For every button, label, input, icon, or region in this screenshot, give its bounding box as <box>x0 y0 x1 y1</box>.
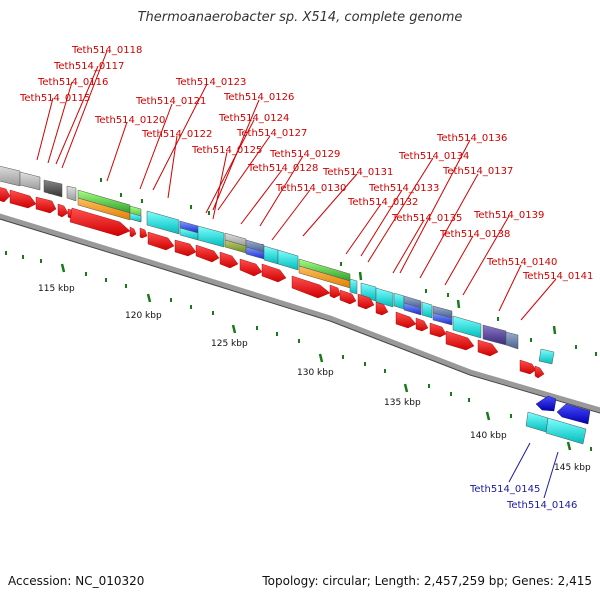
feature-box <box>349 278 358 295</box>
gene-label[interactable]: Teth514_0125 <box>191 145 262 156</box>
gene-label[interactable]: Teth514_0116 <box>37 77 108 88</box>
cds-arrow <box>239 258 263 277</box>
gene-label[interactable]: Teth514_0121 <box>135 96 206 107</box>
cds-arrow <box>519 359 537 375</box>
gene-label[interactable]: Teth514_0126 <box>223 92 294 103</box>
gene-label[interactable]: Teth514_0131 <box>322 167 393 178</box>
gene-label[interactable]: Teth514_0123 <box>175 77 246 88</box>
kbp-label: 145 kbp <box>554 463 591 473</box>
feature-box <box>277 249 299 271</box>
gene-label[interactable]: Teth514_0120 <box>94 115 165 126</box>
feature-box <box>545 417 587 445</box>
cds-arrow <box>534 365 545 379</box>
gene-label[interactable]: Teth514_0128 <box>247 163 318 174</box>
cds-arrow <box>0 187 11 203</box>
feature-box <box>77 197 131 221</box>
cds-arrow <box>174 239 197 257</box>
label-leaders <box>36 50 557 321</box>
feature-box <box>505 331 519 350</box>
genome-backbone <box>0 213 600 413</box>
gene-label[interactable]: Teth514_0124 <box>218 113 289 124</box>
kbp-label: 115 kbp <box>38 284 75 294</box>
cds-arrow <box>147 231 175 251</box>
feature-box <box>403 302 422 316</box>
feature-box <box>393 292 405 310</box>
feature-box <box>129 212 142 223</box>
feature-track-outer <box>0 165 555 365</box>
feature-box <box>19 171 41 191</box>
cds-arrow <box>219 251 239 269</box>
cds-arrow <box>69 207 131 237</box>
cds-arrow <box>429 322 447 338</box>
cds-arrow <box>375 301 389 316</box>
feature-box <box>432 312 453 326</box>
gene-label[interactable]: Teth514_0140 <box>486 257 557 268</box>
cds-arrow-reverse <box>556 403 591 425</box>
feature-track-inner <box>525 411 587 445</box>
cds-arrow <box>477 339 499 357</box>
gene-label[interactable]: Teth514_0137 <box>442 166 513 177</box>
gene-label[interactable]: Teth514_0115 <box>19 93 90 104</box>
feature-box <box>482 324 507 346</box>
cds-arrow-reverse <box>535 395 557 412</box>
cds-arrow <box>261 263 287 283</box>
gene-label[interactable]: Teth514_0130 <box>275 183 346 194</box>
gene-label[interactable]: Teth514_0129 <box>269 149 340 160</box>
feature-box <box>0 165 21 187</box>
accession-text: Accession: NC_010320 <box>8 574 145 588</box>
gene-label[interactable]: Teth514_0145 <box>469 484 540 495</box>
feature-box <box>375 287 394 308</box>
kbp-label: 120 kbp <box>125 311 162 321</box>
feature-box <box>263 245 279 265</box>
cds-arrow <box>291 275 331 299</box>
gene-label[interactable]: Teth514_0146 <box>506 500 577 511</box>
gene-label[interactable]: Teth514_0136 <box>436 133 507 144</box>
feature-box <box>43 179 63 198</box>
gene-label[interactable]: Teth514_0133 <box>368 183 439 194</box>
feature-box <box>197 225 225 248</box>
gene-label[interactable]: Teth514_0138 <box>439 229 510 240</box>
cds-arrow <box>395 311 417 329</box>
kbp-label: 140 kbp <box>470 431 507 441</box>
map-title: Thermoanaerobacter sp. X514, complete ge… <box>137 10 463 25</box>
kbp-label: 130 kbp <box>297 368 334 378</box>
gene-label[interactable]: Teth514_0139 <box>473 210 544 221</box>
tick-marks <box>60 263 572 451</box>
kbp-label: 135 kbp <box>384 398 421 408</box>
feature-box <box>525 411 549 433</box>
cds-arrow <box>329 284 341 299</box>
gene-label[interactable]: Teth514_0134 <box>398 151 469 162</box>
cds-arrow <box>9 189 37 209</box>
gene-label[interactable]: Teth514_0118 <box>71 45 142 56</box>
label-leaders-reverse <box>508 442 559 499</box>
cds-arrow <box>415 317 429 332</box>
gene-label[interactable]: Teth514_0117 <box>53 61 124 72</box>
cds-arrow <box>339 289 357 305</box>
cds-arrow <box>129 226 137 238</box>
feature-box <box>421 301 433 319</box>
gene-label[interactable]: Teth514_0135 <box>391 213 462 224</box>
reverse-cds-track <box>535 395 591 425</box>
cds-arrow <box>139 227 148 239</box>
gene-label[interactable]: Teth514_0132 <box>347 197 418 208</box>
cds-arrow <box>195 244 220 263</box>
gene-label[interactable]: Teth514_0122 <box>141 129 212 140</box>
feature-box <box>538 348 555 365</box>
feature-box <box>146 210 180 235</box>
feature-box <box>452 315 482 339</box>
gene-label[interactable]: Teth514_0141 <box>522 271 593 282</box>
cds-arrow <box>357 293 375 310</box>
feature-box <box>66 185 77 202</box>
cds-arrow <box>35 196 57 214</box>
genome-backbone-shadow <box>0 218 600 414</box>
forward-cds-track <box>0 187 545 379</box>
topology-text: Topology: circular; Length: 2,457,259 bp… <box>262 574 592 588</box>
cds-arrow <box>57 203 69 218</box>
gene-label[interactable]: Teth514_0127 <box>236 128 307 139</box>
kbp-label: 125 kbp <box>211 339 248 349</box>
cds-arrow <box>445 330 475 351</box>
